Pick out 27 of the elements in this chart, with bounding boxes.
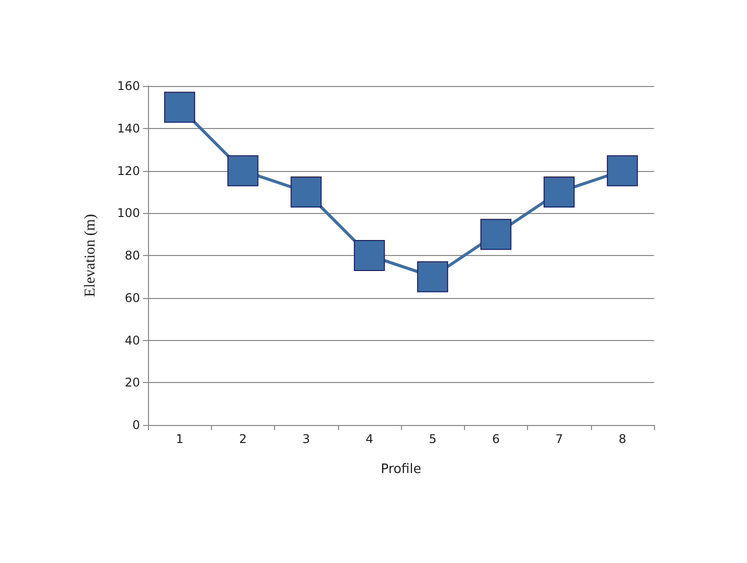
point (544, 176, 575, 208)
y-tick-label: 140 (117, 121, 140, 136)
x-tick-label: 3 (302, 432, 310, 446)
point (480, 218, 512, 250)
x-tick-label: 6 (492, 432, 500, 446)
y-tick-label: 20 (124, 376, 140, 390)
point (606, 155, 638, 186)
y-tick-label: 120 (117, 164, 140, 178)
y-tick-label: 160 (117, 79, 140, 93)
point (164, 92, 196, 123)
y-axis-title: Elevation (m) (82, 214, 98, 297)
x-tick-label: 4 (366, 432, 374, 446)
y-tick-label: 40 (124, 333, 140, 348)
x-tick-label: 8 (618, 432, 626, 446)
y-tick-label: 100 (117, 206, 140, 220)
x-tick-label: 5 (428, 432, 436, 446)
x-tick-label: 7 (555, 432, 563, 446)
point (227, 155, 258, 186)
point (290, 176, 322, 208)
x-tick-label: 1 (176, 432, 184, 446)
point (417, 261, 448, 292)
y-tick-label: 80 (124, 248, 140, 262)
y-tick-label: 0 (132, 418, 140, 432)
y-tick-label: 60 (124, 290, 140, 305)
x-tick-label: 2 (239, 432, 247, 446)
point (354, 240, 385, 271)
x-axis-title: Profile (380, 462, 422, 477)
